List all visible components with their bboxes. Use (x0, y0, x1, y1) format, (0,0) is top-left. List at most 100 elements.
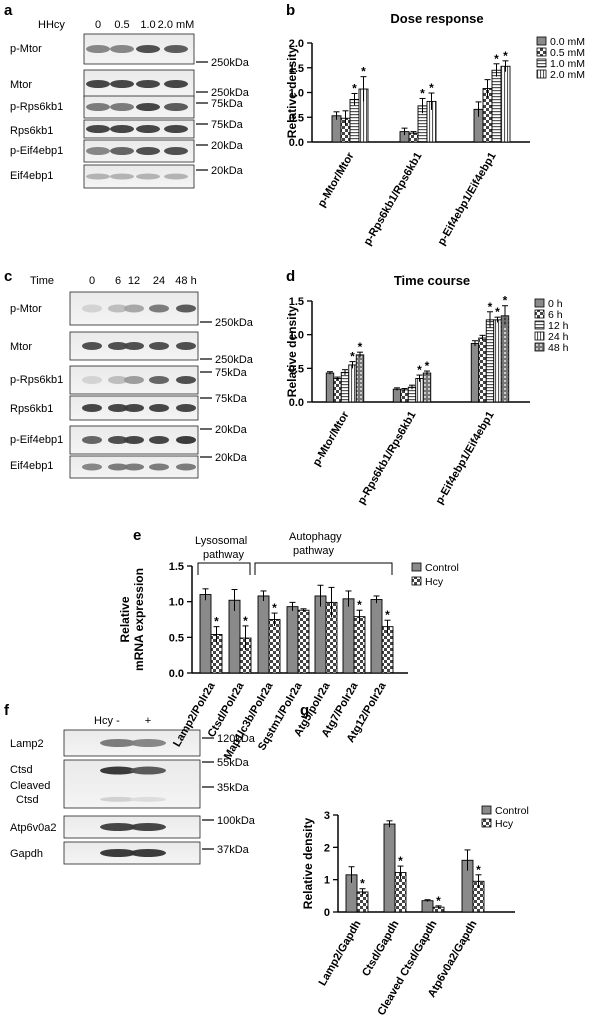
blot-band (86, 125, 110, 133)
blot-band (108, 404, 128, 412)
legend-swatch (534, 309, 545, 319)
blot-row-label: Gapdh (10, 848, 43, 860)
y-tick-label: 1.5 (169, 561, 184, 573)
legend-label: 0.0 mM (550, 36, 585, 48)
blot-band (176, 304, 196, 313)
blot-row-label: Cleaved (10, 780, 50, 792)
bar (370, 599, 383, 674)
significance-star: * (385, 608, 390, 622)
y-axis-label: Relative density (285, 46, 299, 138)
bar (493, 319, 502, 403)
legend-swatch (536, 47, 547, 57)
blot-band (149, 463, 169, 471)
blot-band (136, 80, 160, 88)
bar (383, 823, 396, 913)
marker-label: 75kDa (211, 119, 244, 131)
legend-swatch (534, 320, 545, 330)
bar (500, 65, 511, 143)
blot-band (136, 173, 160, 180)
blot-row-label: p-Eif4ebp1 (10, 145, 63, 157)
x-category-label: Ctsd/Gapdh (360, 918, 402, 978)
significance-star: * (476, 863, 481, 877)
blot-header: Hcy (94, 715, 113, 727)
legend-swatch (536, 36, 547, 46)
western-blot-f: Hcy - + Lamp2 120kDa Ctsd Cleaved Ctsd 55kDa 35kD… (10, 715, 256, 865)
blot-band (82, 342, 102, 350)
legend-swatch (534, 298, 545, 308)
significance-star: * (350, 350, 355, 364)
blot-band (136, 147, 160, 155)
blot-row-label: Ctsd (10, 764, 33, 776)
y-tick-label: 0 (324, 907, 330, 919)
blot-band (82, 436, 102, 444)
blot-band (164, 125, 188, 133)
x-category-label: p-Eif4ebp1/Eif4ebp1 (434, 410, 497, 507)
marker-label: 120kDa (217, 733, 256, 745)
blot-band (82, 404, 102, 412)
legend-label: 48 h (548, 342, 569, 354)
blot-band (164, 147, 188, 155)
bar (392, 388, 402, 403)
marker-label: 250kDa (215, 317, 254, 329)
blot-band (164, 173, 188, 180)
blot-band (108, 304, 128, 313)
blot-band (176, 342, 196, 350)
bar (199, 594, 212, 674)
blot-row-label: p-Eif4ebp1 (10, 434, 63, 446)
blot-header: HHcy (38, 19, 65, 31)
blot-band (149, 342, 169, 350)
bar (355, 354, 365, 403)
legend-label: 6 h (548, 309, 563, 321)
y-tick-label: 1.0 (289, 330, 304, 342)
marker-label: 20kDa (211, 165, 244, 177)
blot-band (176, 376, 196, 384)
lane-label: 24 (153, 275, 165, 287)
bar (325, 372, 335, 403)
blot-row-label: p-Mtor (10, 303, 42, 315)
blot-band (149, 436, 169, 444)
marker-label: 55kDa (217, 757, 250, 769)
blot-row-label: Rps6kb1 (10, 403, 53, 415)
x-category-label: p-Rps6kb1/Rps6kb1 (356, 410, 419, 507)
blot-band (82, 463, 102, 471)
blot-strip (63, 729, 201, 757)
chart-g-relative-density: g 0 1 2 3 Relative density * Lamp2/Gapdh * Ctsd/G… (300, 702, 529, 1018)
blot-band (164, 103, 188, 111)
y-axis-label-line1: Relative (118, 596, 132, 642)
significance-star: * (503, 49, 508, 63)
blot-row-label: p-Mtor (10, 43, 42, 55)
legend-label: Hcy (425, 576, 444, 588)
blot-band (130, 739, 166, 747)
y-tick-label: 2.0 (289, 38, 304, 50)
legend-label: 0.5 mM (550, 47, 585, 59)
lane-label: 2.0 mM (158, 19, 195, 31)
y-axis-label: Relative density (285, 305, 299, 397)
y-tick-label: 1.0 (169, 597, 184, 609)
panel-letter-a: a (4, 2, 13, 19)
blot-band (136, 125, 160, 133)
blot-band (130, 823, 166, 831)
lysosomal-bracket (197, 562, 251, 575)
marker-label: 20kDa (215, 452, 248, 464)
bar (381, 626, 394, 674)
marker-label: 100kDa (217, 815, 256, 827)
blot-row-label: Lamp2 (10, 738, 44, 750)
marker-label: 75kDa (215, 393, 248, 405)
significance-star: * (488, 300, 493, 314)
legend-swatch (536, 58, 547, 68)
significance-star: * (436, 894, 441, 908)
bar (407, 386, 417, 403)
legend-swatch (534, 331, 545, 341)
autophagy-label-2: pathway (293, 545, 334, 557)
bar (348, 364, 357, 403)
bar (400, 389, 409, 403)
bar (422, 372, 432, 403)
y-tick-label: 2 (324, 842, 330, 854)
panel-letter-f: f (4, 702, 10, 719)
lane-label: + (145, 715, 151, 727)
legend-swatch (481, 818, 492, 828)
legend-swatch (481, 805, 492, 815)
bar (342, 598, 355, 674)
panel-letter: b (286, 2, 295, 19)
blot-band (108, 342, 128, 350)
